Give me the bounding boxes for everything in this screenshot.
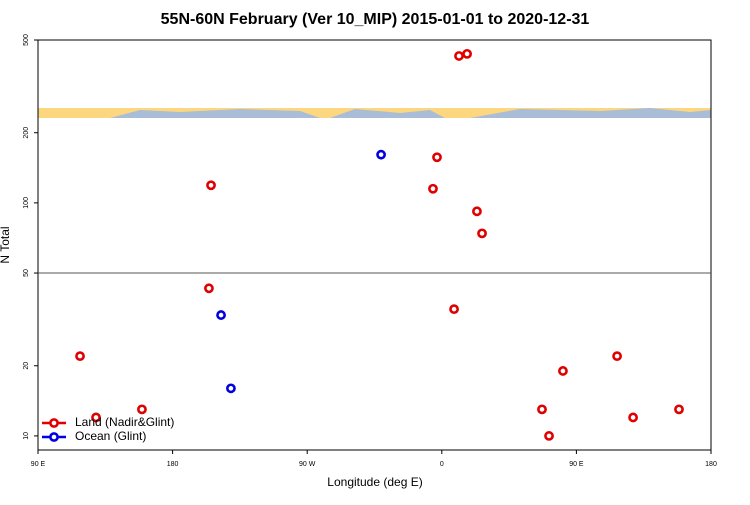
point xyxy=(544,431,554,441)
y-axis-label: N Total xyxy=(0,226,12,263)
x-tick-label: 90 E xyxy=(569,461,584,468)
point xyxy=(472,206,482,217)
x-axis-label: Longitude (deg E) xyxy=(327,475,422,489)
point xyxy=(558,366,568,376)
point xyxy=(91,412,101,423)
legend-marker xyxy=(49,432,59,442)
x-tick-label: 90 W xyxy=(299,461,316,468)
point xyxy=(75,351,85,362)
point xyxy=(206,180,216,191)
x-tick-label: 0 xyxy=(440,461,444,468)
point xyxy=(137,404,147,415)
point xyxy=(477,228,487,239)
x-tick-label: 180 xyxy=(705,461,717,468)
x-tick-label: 90 E xyxy=(31,461,46,468)
point xyxy=(376,149,386,160)
point xyxy=(204,283,214,294)
chart-title: 55N-60N February (Ver 10_MIP) 2015-01-01… xyxy=(161,11,590,28)
y-tick-label: 100 xyxy=(23,197,30,209)
legend-label: Ocean (Glint) xyxy=(75,429,146,443)
y-tick-label: 10 xyxy=(23,432,30,440)
point xyxy=(226,383,236,394)
point xyxy=(537,404,547,415)
y-tick-label: 20 xyxy=(23,362,30,370)
y-tick-label: 50 xyxy=(23,269,30,277)
point xyxy=(449,304,459,315)
point xyxy=(428,183,438,194)
point xyxy=(628,412,638,423)
point xyxy=(454,51,464,61)
y-tick-label: 200 xyxy=(23,127,30,139)
plot-frame xyxy=(37,39,712,451)
point xyxy=(674,404,684,415)
point xyxy=(612,351,622,362)
legend-marker xyxy=(49,418,59,428)
point xyxy=(462,48,472,59)
point xyxy=(432,152,442,163)
legend-label: Land (Nadir&Glint) xyxy=(75,415,174,429)
map-strip xyxy=(38,108,711,118)
x-tick-label: 180 xyxy=(167,461,179,468)
y-tick-label: 500 xyxy=(23,34,30,46)
point xyxy=(216,310,226,320)
